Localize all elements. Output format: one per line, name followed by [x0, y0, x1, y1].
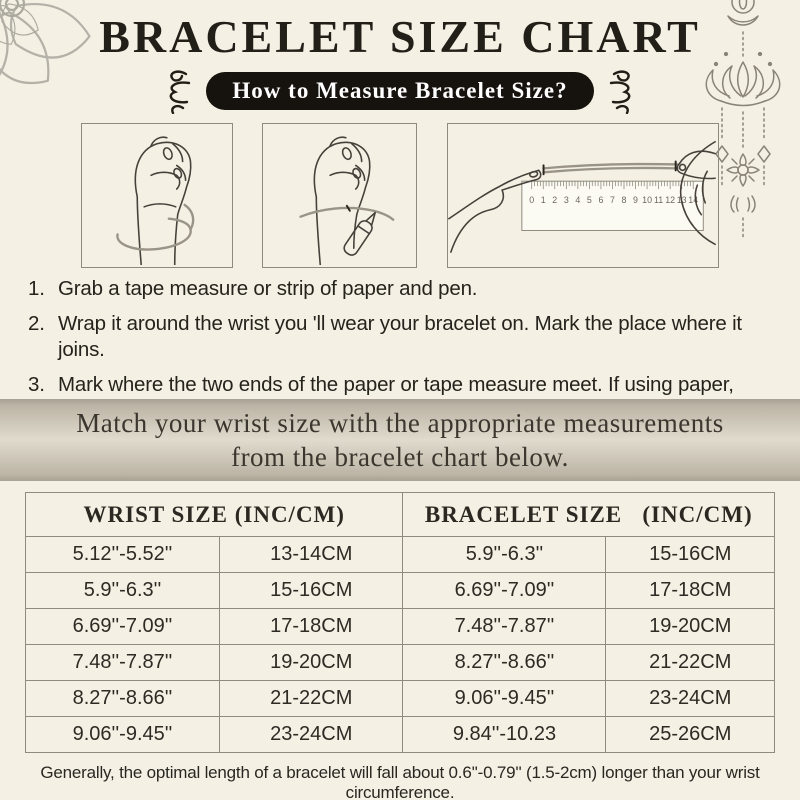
mandala-flower-icon [0, 0, 91, 92]
step-number: 2. [28, 312, 45, 335]
svg-text:14: 14 [688, 195, 698, 205]
table-cell: 21-22CM [218, 680, 404, 717]
step-text: Wrap it around the wrist you 'll wear yo… [58, 312, 742, 361]
illustration-ruler-measure: 0 1 2 3 4 5 6 7 8 9 10 11 12 13 14 [447, 123, 719, 268]
curly-flourish-right-icon [609, 70, 630, 114]
page-title: BRACELET SIZE CHART [99, 11, 701, 62]
svg-text:6: 6 [598, 195, 603, 205]
table-cell: 5.12''-5.52'' [25, 536, 220, 573]
table-cell: 8.27''-8.66'' [402, 644, 607, 681]
table-cell: 13-14CM [218, 536, 404, 573]
table-row: 9.06''-9.45'' 23-24CM 9.84''-10.23 25-26… [25, 716, 775, 753]
size-conversion-table: WRIST SIZE (INC/CM) BRACELET SIZE (INC/C… [24, 492, 775, 753]
table-cell: 23-24CM [605, 680, 775, 717]
svg-text:0: 0 [529, 195, 534, 205]
footer-note: Generally, the optimal length of a brace… [40, 763, 760, 800]
wrist-size-header: WRIST SIZE (INC/CM) [24, 492, 404, 537]
table-cell: 23-24CM [218, 716, 404, 753]
table-cell: 15-16CM [605, 536, 775, 573]
table-cell: 19-20CM [218, 644, 404, 681]
how-to-measure-badge: How to Measure Bracelet Size? [206, 72, 594, 110]
step-2: 2. Wrap it around the wrist you 'll wear… [28, 311, 784, 363]
table-cell: 25-26CM [605, 716, 775, 753]
svg-text:7: 7 [610, 195, 615, 205]
table-cell: 21-22CM [605, 644, 775, 681]
lotus-hanging-ornament-icon [705, 0, 781, 241]
svg-text:5: 5 [587, 195, 592, 205]
table-cell: 17-18CM [218, 608, 404, 645]
table-row: 5.9''-6.3'' 15-16CM 6.69''-7.09'' 17-18C… [25, 572, 775, 609]
svg-text:11: 11 [654, 195, 663, 205]
banner-line-2: from the bracelet chart below. [231, 442, 569, 472]
table-cell: 8.27''-8.66'' [25, 680, 220, 717]
svg-text:1: 1 [541, 195, 546, 205]
table-header-row: WRIST SIZE (INC/CM) BRACELET SIZE (INC/C… [24, 492, 775, 537]
table-cell: 9.84''-10.23 [402, 716, 607, 753]
table-cell: 9.06''-9.45'' [25, 716, 220, 753]
table-cell: 5.9''-6.3'' [25, 572, 220, 609]
svg-text:3: 3 [564, 195, 569, 205]
table-row: 8.27''-8.66'' 21-22CM 9.06''-9.45'' 23-2… [25, 680, 775, 717]
banner-line-1: Match your wrist size with the appropria… [76, 408, 724, 438]
table-row: 5.12''-5.52'' 13-14CM 5.9''-6.3'' 15-16C… [25, 536, 775, 573]
svg-text:2: 2 [552, 195, 557, 205]
badge-row: How to Measure Bracelet Size? [0, 70, 800, 114]
table-cell: 7.48''-7.87'' [402, 608, 607, 645]
table-cell: 15-16CM [218, 572, 404, 609]
table-row: 6.69''-7.09'' 17-18CM 7.48''-7.87'' 19-2… [25, 608, 775, 645]
bracelet-size-header: BRACELET SIZE (INC/CM) [402, 492, 775, 537]
table-cell: 7.48''-7.87'' [25, 644, 220, 681]
table-row: 7.48''-7.87'' 19-20CM 8.27''-8.66'' 21-2… [25, 644, 775, 681]
svg-text:4: 4 [575, 195, 580, 205]
step-number: 3. [28, 373, 45, 396]
illustration-mark-with-pen [262, 123, 417, 268]
table-cell: 19-20CM [605, 608, 775, 645]
table-cell: 6.69''-7.09'' [402, 572, 607, 609]
illustration-wrap-tape [81, 123, 233, 268]
table-cell: 17-18CM [605, 572, 775, 609]
table-cell: 5.9''-6.3'' [402, 536, 607, 573]
svg-text:8: 8 [622, 195, 627, 205]
step-1: 1. Grab a tape measure or strip of paper… [28, 276, 784, 302]
match-size-banner: Match your wrist size with the appropria… [0, 399, 800, 481]
table-cell: 6.69''-7.09'' [25, 608, 220, 645]
step-number: 1. [28, 277, 45, 300]
svg-text:12: 12 [665, 195, 675, 205]
svg-text:9: 9 [633, 195, 638, 205]
curly-flourish-left-icon [170, 70, 191, 114]
table-cell: 9.06''-9.45'' [402, 680, 607, 717]
svg-text:10: 10 [642, 195, 652, 205]
step-text: Grab a tape measure or strip of paper an… [58, 277, 478, 300]
